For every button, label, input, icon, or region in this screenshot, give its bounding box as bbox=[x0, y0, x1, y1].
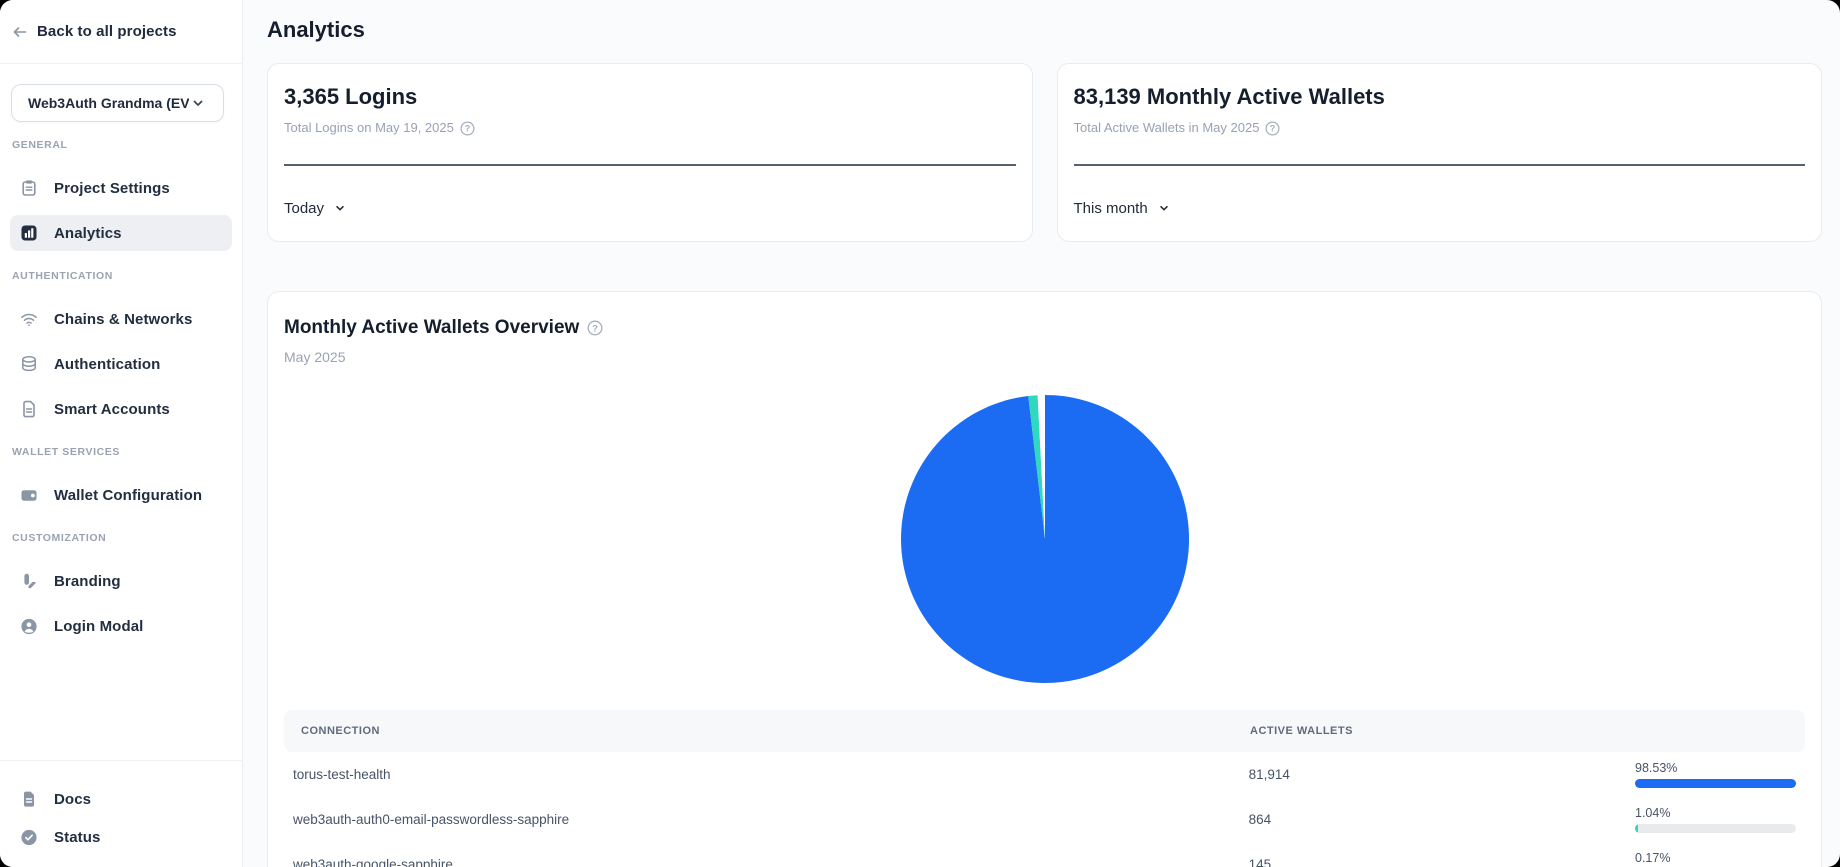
pie-slice-2 bbox=[1037, 395, 1045, 539]
connections-table: CONNECTION ACTIVE WALLETS torus-test-hea… bbox=[284, 710, 1805, 867]
sidebar: Back to all projects Web3Auth Grandma (E… bbox=[0, 0, 243, 867]
back-to-projects[interactable]: Back to all projects bbox=[0, 0, 242, 64]
sidebar-item-smart-accounts[interactable]: Smart Accounts bbox=[10, 391, 232, 427]
sidebar-item-docs[interactable]: Docs bbox=[10, 781, 232, 817]
help-icon[interactable]: ? bbox=[587, 320, 603, 336]
sidebar-item-status[interactable]: Status bbox=[10, 819, 232, 855]
logins-range-dropdown[interactable]: Today bbox=[284, 200, 1016, 217]
section-label-general: GENERAL bbox=[12, 139, 68, 151]
connection-header: CONNECTION bbox=[301, 725, 380, 737]
chevron-down-icon bbox=[336, 205, 344, 211]
logins-card: 3,365 Logins Total Logins on May 19, 202… bbox=[267, 63, 1033, 242]
bar-chart-icon bbox=[20, 224, 38, 242]
active-wallets-cell: 81,914 bbox=[1248, 767, 1290, 782]
sidebar-footer: Docs Status bbox=[0, 760, 242, 867]
active-wallets-header: ACTIVE WALLETS bbox=[1250, 725, 1353, 737]
arrow-left-icon bbox=[11, 23, 29, 41]
sidebar-item-branding[interactable]: Branding bbox=[10, 563, 232, 599]
chevron-down-icon bbox=[189, 94, 207, 112]
main-content: Analytics 3,365 Logins Total Logins on M… bbox=[243, 0, 1840, 867]
page-title: Analytics bbox=[267, 17, 365, 42]
active-wallets-card: 83,139 Monthly Active Wallets Total Acti… bbox=[1056, 63, 1822, 242]
overview-card: Monthly Active Wallets Overview ? May 20… bbox=[267, 291, 1822, 867]
pie-chart bbox=[284, 395, 1805, 683]
wallets-subtitle: Total Active Wallets in May 2025 ? bbox=[1074, 119, 1806, 137]
sidebar-item-login-modal[interactable]: Login Modal bbox=[10, 608, 232, 644]
sidebar-item-project-settings[interactable]: Project Settings bbox=[10, 170, 232, 206]
database-icon bbox=[20, 355, 38, 373]
sidebar-item-chains-networks[interactable]: Chains & Networks bbox=[10, 301, 232, 337]
wallets-headline: 83,139 Monthly Active Wallets bbox=[1073, 84, 1385, 109]
percent-bar bbox=[1635, 824, 1796, 833]
brush-icon bbox=[20, 572, 38, 590]
project-selector[interactable]: Web3Auth Grandma (EV bbox=[11, 84, 224, 122]
svg-text:?: ? bbox=[592, 323, 598, 334]
section-label-wallet-services: WALLET SERVICES bbox=[12, 446, 120, 458]
active-wallets-cell: 864 bbox=[1248, 812, 1272, 827]
connection-cell: web3auth-google-sapphire bbox=[293, 857, 453, 867]
chart-axis-line bbox=[284, 164, 1016, 166]
table-body: torus-test-health 81,914 98.53% web3auth… bbox=[284, 752, 1805, 867]
overview-subtitle: May 2025 bbox=[284, 349, 346, 365]
table-row: web3auth-auth0-email-passwordless-sapphi… bbox=[284, 797, 1805, 842]
wallets-range-dropdown[interactable]: This month bbox=[1074, 200, 1806, 217]
overview-title: Monthly Active Wallets Overview bbox=[284, 317, 580, 338]
percent-cell: 98.53% bbox=[1635, 761, 1805, 788]
table-header: CONNECTION ACTIVE WALLETS bbox=[284, 710, 1805, 752]
stat-cards-row: 3,365 Logins Total Logins on May 19, 202… bbox=[267, 63, 1822, 242]
pie-slice-0 bbox=[900, 395, 1189, 683]
sidebar-nav: GENERAL Project Settings Analytics AUTHEN… bbox=[0, 122, 242, 760]
table-row: torus-test-health 81,914 98.53% bbox=[284, 752, 1805, 797]
percent-bar bbox=[1635, 779, 1796, 788]
project-selector-value: Web3Auth Grandma (EV bbox=[28, 95, 189, 111]
percent-cell: 0.17% bbox=[1635, 851, 1671, 865]
user-circle-icon bbox=[20, 617, 38, 635]
chart-axis-line bbox=[1073, 164, 1805, 166]
pie-slice-1 bbox=[1027, 395, 1045, 539]
doc-icon bbox=[20, 790, 38, 808]
sidebar-item-authentication[interactable]: Authentication bbox=[10, 346, 232, 382]
check-circle-icon bbox=[20, 828, 38, 846]
svg-text:?: ? bbox=[465, 123, 471, 133]
wifi-icon bbox=[20, 310, 38, 328]
section-label-customization: CUSTOMIZATION bbox=[12, 532, 107, 544]
file-icon bbox=[20, 400, 38, 418]
logins-headline: 3,365 Logins bbox=[284, 84, 418, 109]
chevron-down-icon bbox=[1159, 205, 1168, 211]
svg-text:?: ? bbox=[1270, 123, 1276, 133]
connection-cell: torus-test-health bbox=[293, 767, 391, 782]
percent-cell: 1.04% bbox=[1635, 806, 1805, 833]
active-wallets-cell: 145 bbox=[1248, 857, 1272, 867]
wallet-icon bbox=[20, 486, 38, 504]
sidebar-item-wallet-configuration[interactable]: Wallet Configuration bbox=[10, 477, 232, 513]
section-label-authentication: AUTHENTICATION bbox=[12, 270, 113, 282]
help-icon[interactable]: ? bbox=[460, 120, 475, 136]
clipboard-icon bbox=[20, 179, 38, 197]
sidebar-item-analytics[interactable]: Analytics bbox=[10, 215, 232, 251]
connection-cell: web3auth-auth0-email-passwordless-sapphi… bbox=[293, 812, 570, 827]
logins-subtitle: Total Logins on May 19, 2025 ? bbox=[284, 119, 1016, 137]
help-icon[interactable]: ? bbox=[1265, 120, 1280, 136]
table-row: web3auth-google-sapphire 145 0.17% bbox=[284, 842, 1805, 867]
back-label: Back to all projects bbox=[37, 23, 177, 40]
